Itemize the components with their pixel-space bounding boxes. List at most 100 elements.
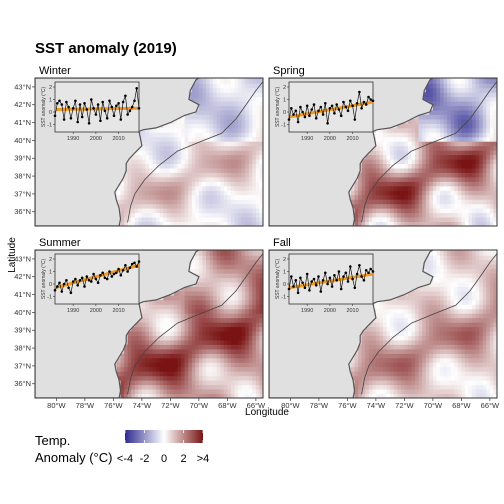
- sst-cell: [227, 87, 232, 93]
- sst-cell: [418, 221, 423, 226]
- sst-cell: [472, 199, 477, 205]
- sst-cell: [223, 136, 228, 142]
- sst-cell: [404, 326, 409, 332]
- sst-cell: [209, 212, 214, 218]
- sst-cell: [404, 212, 409, 218]
- sst-cell: [447, 273, 452, 279]
- sst-cell: [166, 344, 171, 350]
- sst-cell: [464, 250, 469, 252]
- sst-cell: [241, 389, 246, 394]
- sst-cell: [156, 331, 161, 336]
- sst-cell: [489, 208, 494, 214]
- legend-tick-label: <-4: [117, 453, 133, 465]
- sst-cell: [198, 366, 203, 372]
- sst-cell: [493, 101, 497, 107]
- sst-cell: [230, 199, 235, 205]
- anomaly-point: [312, 277, 316, 281]
- sst-cell: [191, 181, 196, 187]
- sst-cell: [138, 317, 143, 323]
- sst-cell: [386, 181, 391, 187]
- sst-cell: [486, 145, 491, 151]
- sst-cell: [415, 349, 420, 354]
- sst-cell: [472, 375, 477, 381]
- sst-cell: [238, 177, 243, 182]
- sst-cell: [248, 221, 253, 226]
- sst-cell: [432, 163, 437, 169]
- sst-cell: [368, 331, 373, 336]
- sst-cell: [429, 282, 434, 287]
- sst-cell: [230, 190, 235, 196]
- sst-cell: [238, 185, 243, 191]
- sst-cell: [152, 217, 157, 222]
- sst-cell: [131, 199, 136, 205]
- sst-cell: [390, 150, 395, 156]
- sst-cell: [198, 181, 203, 187]
- sst-cell: [486, 105, 491, 111]
- sst-cell: [486, 217, 491, 222]
- sst-cell: [145, 384, 150, 390]
- sst-cell: [443, 114, 448, 120]
- sst-cell: [255, 119, 260, 124]
- sst-cell: [255, 322, 260, 328]
- sst-cell: [393, 221, 398, 226]
- sst-cell: [156, 194, 161, 200]
- sst-cell: [141, 344, 146, 350]
- sst-cell: [206, 357, 210, 363]
- anomaly-point: [94, 113, 98, 116]
- sst-cell: [241, 127, 246, 133]
- sst-cell: [227, 96, 232, 102]
- sst-cell: [220, 264, 225, 270]
- sst-cell: [461, 203, 466, 209]
- sst-cell: [454, 313, 459, 319]
- sst-cell: [234, 177, 239, 182]
- sst-cell: [173, 349, 178, 354]
- sst-cell: [450, 353, 455, 359]
- sst-cell: [361, 340, 366, 345]
- sst-cell: [184, 199, 189, 205]
- sst-cell: [418, 362, 423, 368]
- sst-cell: [127, 335, 132, 341]
- sst-cell: [450, 375, 455, 381]
- anomaly-point: [92, 107, 95, 110]
- sst-cell: [159, 375, 164, 381]
- sst-cell: [163, 181, 168, 187]
- sst-cell: [461, 313, 466, 319]
- legend-title-line2: Anomaly (°C): [35, 450, 112, 465]
- sst-cell: [188, 375, 193, 381]
- sst-cell: [425, 362, 430, 368]
- sst-cell: [170, 353, 175, 359]
- sst-cell: [432, 87, 437, 93]
- sst-cell: [440, 255, 444, 261]
- sst-cell: [145, 199, 150, 205]
- sst-cell: [156, 317, 161, 323]
- sst-cell: [429, 299, 434, 305]
- sst-cell: [141, 384, 146, 390]
- sst-cell: [390, 349, 395, 354]
- sst-cell: [152, 317, 157, 323]
- sst-cell: [475, 357, 480, 363]
- sst-cell: [159, 308, 164, 314]
- sst-cell: [238, 286, 243, 292]
- sst-cell: [156, 366, 161, 372]
- sst-cell: [255, 313, 260, 319]
- sst-cell: [188, 340, 193, 345]
- sst-cell: [393, 375, 398, 381]
- sst-cell: [230, 384, 235, 390]
- sst-cell: [436, 119, 441, 124]
- sst-cell: [361, 159, 366, 164]
- sst-cell: [138, 154, 143, 160]
- sst-cell: [447, 96, 452, 102]
- sst-cell: [457, 286, 462, 292]
- sst-cell: [206, 154, 210, 160]
- sst-cell: [411, 362, 416, 368]
- sst-cell: [443, 393, 448, 398]
- sst-cell: [252, 83, 257, 89]
- sst-cell: [418, 136, 423, 142]
- sst-cell: [450, 308, 455, 314]
- sst-cell: [252, 344, 257, 350]
- anomaly-point: [65, 279, 68, 282]
- sst-cell: [245, 295, 250, 301]
- sst-cell: [454, 154, 459, 160]
- sst-cell: [436, 366, 441, 372]
